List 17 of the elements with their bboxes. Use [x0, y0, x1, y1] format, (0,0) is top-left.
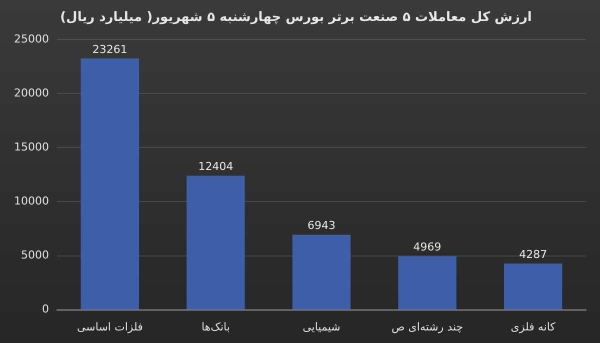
- data-label: 23261: [92, 42, 128, 56]
- y-tick-label: 20000: [14, 86, 49, 100]
- data-label: 6943: [307, 219, 336, 232]
- data-label: 4287: [519, 248, 548, 261]
- y-tick-label: 5000: [20, 248, 49, 262]
- y-tick-label: 0: [42, 302, 49, 316]
- x-tick-label: کانه فلزی: [510, 320, 556, 334]
- y-tick-label: 15000: [14, 140, 49, 154]
- x-tick-label: چند رشته‌ای ص: [391, 320, 464, 334]
- chart-title: ارزش کل معاملات ۵ صنعت برتر بورس چهارشنبه ۵ شهریور( میلیارد ریال): [60, 10, 532, 26]
- y-tick-label: 25000: [14, 32, 49, 46]
- x-tick-label: فلزات اساسی: [76, 320, 143, 334]
- y-tick-label: 10000: [14, 194, 49, 208]
- data-label: 12404: [198, 160, 234, 174]
- x-tick-label: بانک‌ها: [201, 320, 230, 334]
- x-tick-label: شیمیایی: [302, 320, 340, 334]
- data-label: 4969: [413, 240, 442, 254]
